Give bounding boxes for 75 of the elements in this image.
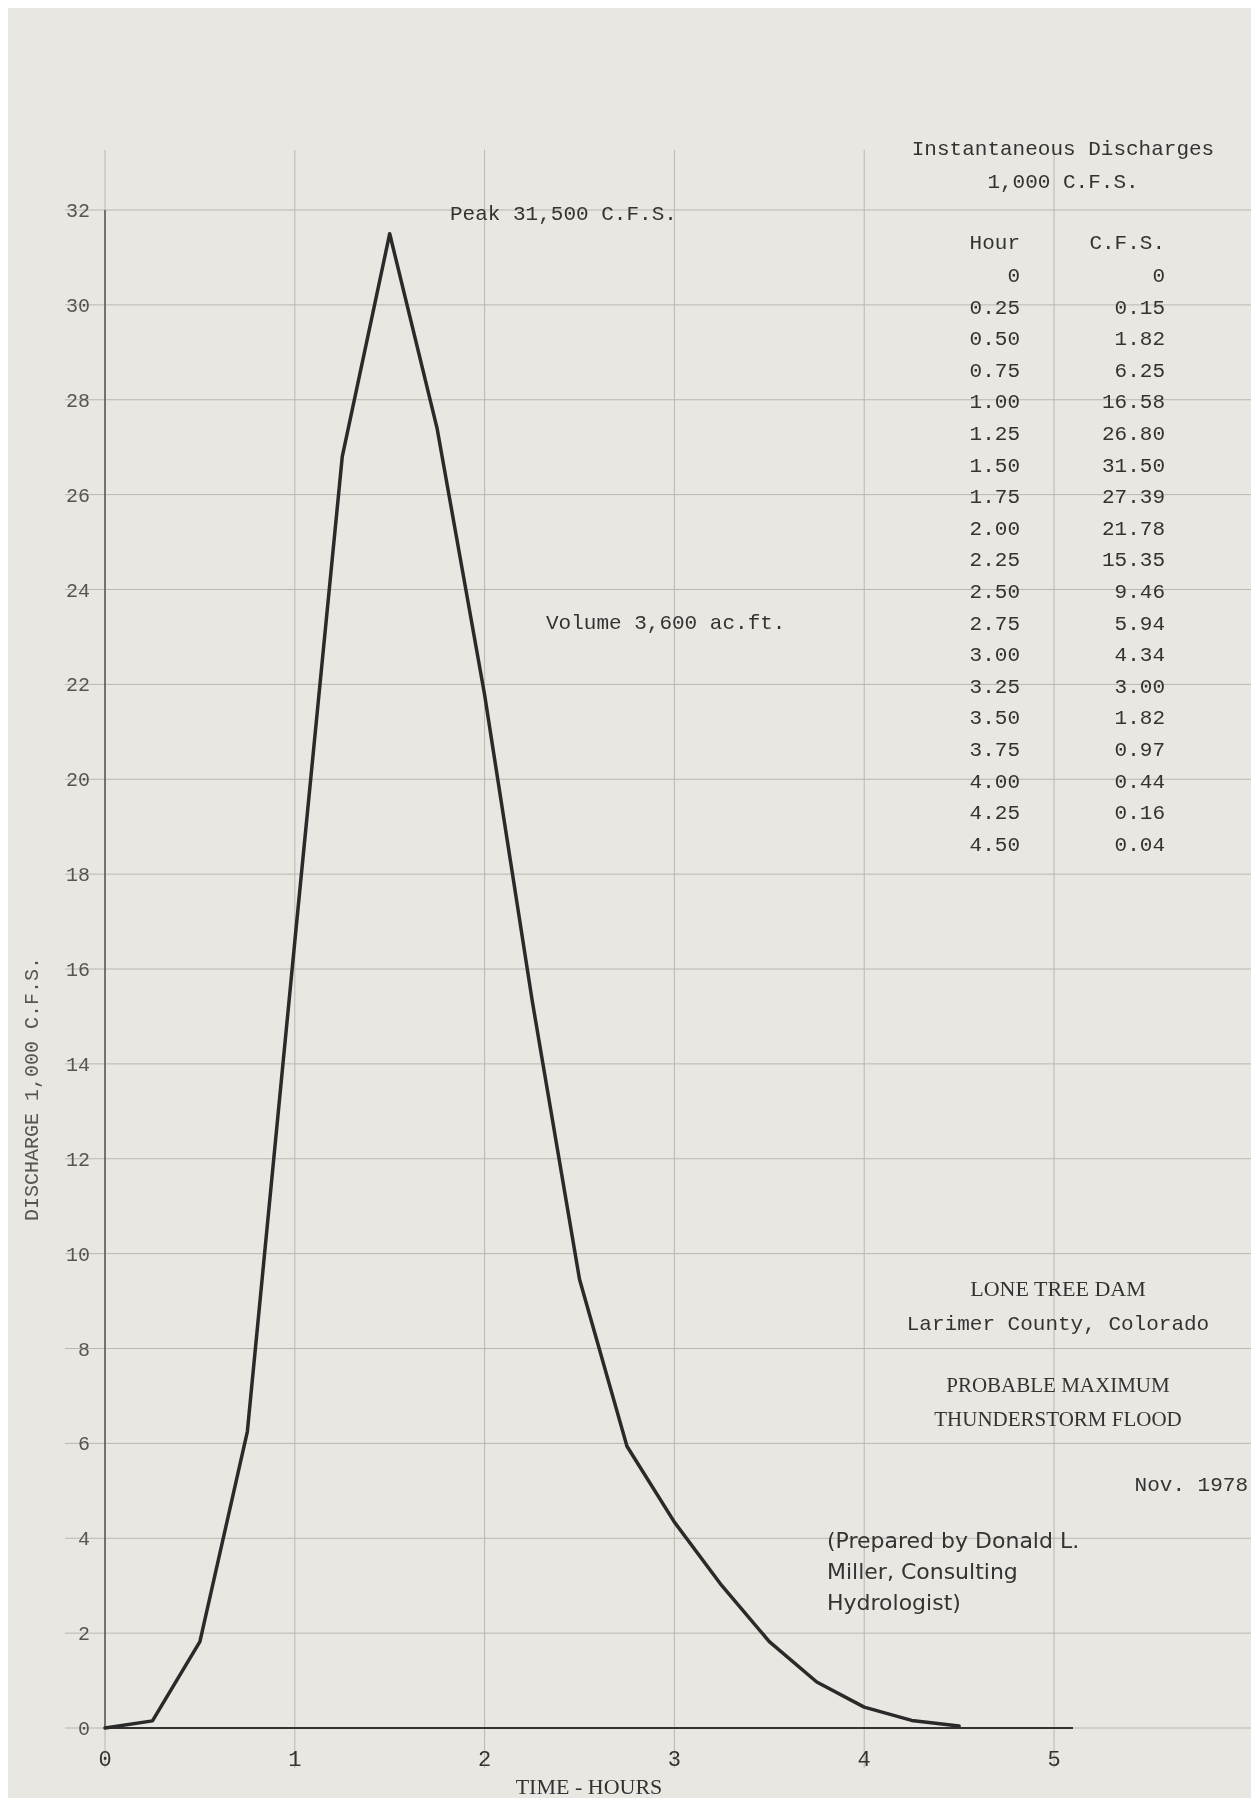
- text: 0.15: [1114, 296, 1165, 320]
- annotation: 0.75: [969, 359, 1020, 383]
- annotation: Peak 31,500 C.F.S.: [450, 203, 677, 226]
- text: LONE TREE DAM: [970, 1276, 1146, 1301]
- y-tick-label: 4: [77, 1528, 90, 1552]
- y-tick-label: 24: [65, 579, 90, 603]
- y-tick-label: 28: [65, 389, 90, 413]
- annotation: 1.00: [969, 391, 1020, 415]
- y-tick-label: 2: [77, 1623, 90, 1647]
- text: C.F.S.: [1089, 232, 1165, 255]
- annotation: 0: [1007, 265, 1020, 288]
- annotation: THUNDERSTORM FLOOD: [934, 1407, 1182, 1431]
- text: 4.34: [1114, 644, 1165, 668]
- annotation: 0.50: [969, 328, 1020, 352]
- annotation: PROBABLE MAXIMUM: [946, 1373, 1171, 1397]
- annotation: 3.25: [969, 675, 1020, 699]
- annotation: 2.25: [969, 549, 1020, 573]
- y-tick-label: 16: [65, 959, 90, 982]
- annotation: 3.50: [969, 707, 1020, 731]
- y-tick-label: 22: [65, 674, 90, 698]
- x-tick-label: 0: [98, 1748, 112, 1773]
- annotation: Hour: [969, 232, 1020, 255]
- annotation: 2.75: [969, 612, 1020, 636]
- x-tick-label: 2: [478, 1748, 492, 1773]
- text: 21.78: [1101, 517, 1165, 541]
- y-axis-title: DISCHARGE 1,000 C.F.S.: [21, 956, 44, 1222]
- annotation: 1.75: [969, 486, 1020, 510]
- text: 0.97: [1114, 739, 1165, 762]
- annotation: (Prepared by Donald L. Miller, Consulting Hydrologist): [827, 1528, 1080, 1615]
- y-tick-label: 12: [65, 1148, 90, 1172]
- x-axis-title: TIME - HOURS: [515, 1774, 663, 1799]
- annotation: 2.50: [969, 581, 1020, 604]
- text: 1.82: [1114, 707, 1165, 731]
- text: 31.50: [1101, 454, 1165, 478]
- y-tick-label: 26: [65, 484, 90, 508]
- annotation: 2.00: [969, 517, 1020, 541]
- text: 0.16: [1114, 802, 1165, 826]
- y-tick-label: 30: [65, 294, 90, 318]
- text: 0.44: [1114, 770, 1165, 794]
- x-tick-label: 3: [667, 1748, 682, 1773]
- text: 26.80: [1101, 423, 1165, 446]
- annotation: 0.25: [969, 296, 1020, 320]
- x-tick-label: 5: [1047, 1748, 1061, 1773]
- text: 5.94: [1114, 612, 1165, 636]
- text: 0: [1152, 265, 1165, 288]
- y-tick-label: 18: [65, 864, 90, 888]
- y-tick-label: 14: [65, 1053, 90, 1077]
- text: 15.35: [1101, 549, 1165, 573]
- annotation: 4.00: [969, 770, 1020, 794]
- text: 1.82: [1114, 328, 1165, 352]
- text: 6.25: [1114, 359, 1165, 383]
- x-tick-label: 4: [857, 1748, 871, 1773]
- annotation: 1.50: [969, 454, 1020, 478]
- x-tick-label: 1: [288, 1748, 302, 1773]
- text: Nov. 1978: [1134, 1474, 1248, 1497]
- text: 27.39: [1101, 486, 1165, 510]
- text: 9.46: [1114, 581, 1165, 604]
- text: Instantaneous Discharges: [911, 138, 1215, 161]
- y-tick-label: 0: [77, 1718, 90, 1741]
- annotation: Volume 3,600 ac.ft.: [546, 612, 786, 635]
- annotation: 3.00: [969, 644, 1020, 668]
- annotation: 3.75: [969, 739, 1020, 762]
- y-tick-label: 20: [65, 769, 90, 793]
- text: Larimer County, Colorado: [906, 1313, 1210, 1336]
- text: 16.58: [1101, 391, 1165, 415]
- annotation: 4.25: [969, 802, 1020, 826]
- text: 3.00: [1114, 675, 1165, 699]
- y-tick-label: 10: [65, 1243, 90, 1267]
- text: 1,000 C.F.S.: [987, 171, 1139, 194]
- annotation: 1.25: [969, 423, 1020, 446]
- y-tick-label: 8: [77, 1338, 90, 1362]
- annotation: 4.50: [969, 833, 1020, 857]
- text: 0.04: [1114, 833, 1165, 857]
- y-tick-label: 32: [65, 200, 90, 223]
- y-tick-label: 6: [77, 1433, 90, 1457]
